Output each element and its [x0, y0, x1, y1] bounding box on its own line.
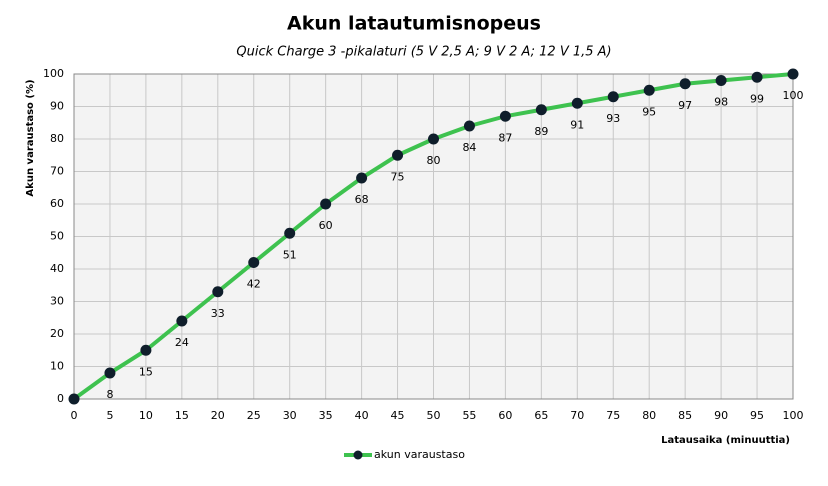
y-tick-label: 90	[50, 100, 64, 113]
data-point	[392, 149, 404, 161]
data-label: 51	[283, 248, 297, 261]
data-point	[535, 104, 547, 116]
data-label: 91	[570, 118, 584, 131]
x-tick-label: 40	[355, 409, 369, 422]
data-point	[571, 97, 583, 109]
y-tick-label: 80	[50, 132, 64, 145]
y-tick-label: 20	[50, 327, 64, 340]
data-point	[212, 286, 224, 298]
data-label: 99	[750, 92, 764, 105]
x-tick-label: 45	[391, 409, 405, 422]
x-tick-label: 25	[247, 409, 261, 422]
data-point	[68, 393, 80, 405]
y-tick-label: 30	[50, 295, 64, 308]
x-tick-label: 35	[319, 409, 333, 422]
data-point	[356, 172, 368, 184]
data-label: 15	[139, 365, 153, 378]
x-tick-label: 5	[106, 409, 113, 422]
data-point	[428, 133, 439, 145]
chart-title: Akun latautumisnopeus	[287, 13, 541, 35]
y-tick-label: 70	[50, 165, 64, 178]
x-tick-label: 10	[139, 409, 153, 422]
x-tick-label: 75	[606, 409, 620, 422]
data-point	[176, 315, 188, 327]
data-label: 100	[783, 89, 804, 102]
data-point	[715, 75, 727, 86]
data-label: 80	[427, 154, 441, 167]
y-tick-label: 60	[50, 197, 64, 210]
y-axis-title: Akun varaustaso (%)	[25, 79, 36, 196]
data-label: 87	[498, 131, 512, 144]
data-point	[787, 68, 799, 80]
data-point	[140, 344, 152, 356]
data-label: 60	[319, 219, 333, 232]
data-point	[463, 120, 475, 132]
x-axis-title: Latausaika (minuuttia)	[661, 435, 790, 446]
data-label: 93	[606, 112, 620, 125]
data-point	[104, 367, 116, 379]
data-point	[248, 257, 260, 268]
x-tick-label: 85	[678, 409, 692, 422]
x-tick-label: 60	[498, 409, 512, 422]
x-tick-label: 80	[642, 409, 656, 422]
y-tick-label: 10	[50, 360, 64, 373]
data-label: 33	[211, 307, 225, 320]
x-tick-label: 20	[211, 409, 225, 422]
y-tick-label: 100	[43, 67, 64, 80]
y-tick-label: 50	[50, 230, 64, 243]
x-tick-label: 100	[783, 409, 804, 422]
y-tick-label: 40	[50, 262, 64, 275]
data-point	[320, 198, 332, 210]
data-label: 68	[355, 193, 369, 206]
data-point	[643, 84, 655, 96]
data-point	[607, 91, 619, 103]
data-label: 75	[391, 170, 405, 183]
data-point	[284, 227, 296, 239]
x-tick-label: 50	[427, 409, 441, 422]
data-label: 95	[642, 105, 656, 118]
data-label: 42	[247, 278, 261, 291]
x-tick-label: 65	[534, 409, 548, 422]
data-label: 24	[175, 336, 189, 349]
data-point	[679, 78, 691, 90]
x-tick-label: 95	[750, 409, 764, 422]
chart-subtitle: Quick Charge 3 -pikalaturi (5 V 2,5 A; 9…	[236, 45, 611, 60]
legend-marker	[353, 450, 363, 460]
y-tick-label: 0	[57, 392, 64, 405]
data-label: 84	[462, 141, 476, 154]
data-label: 89	[534, 125, 548, 138]
x-tick-label: 55	[462, 409, 476, 422]
x-tick-label: 90	[714, 409, 728, 422]
x-tick-label: 15	[175, 409, 189, 422]
data-point	[499, 110, 511, 122]
data-label: 97	[678, 99, 692, 112]
data-label: 8	[106, 388, 113, 401]
x-tick-label: 0	[71, 409, 78, 422]
data-label: 98	[714, 96, 728, 109]
x-tick-label: 70	[570, 409, 584, 422]
plot-border	[73, 73, 794, 400]
x-tick-label: 30	[283, 409, 297, 422]
legend-label: akun varaustaso	[374, 448, 465, 461]
data-point	[751, 71, 763, 83]
